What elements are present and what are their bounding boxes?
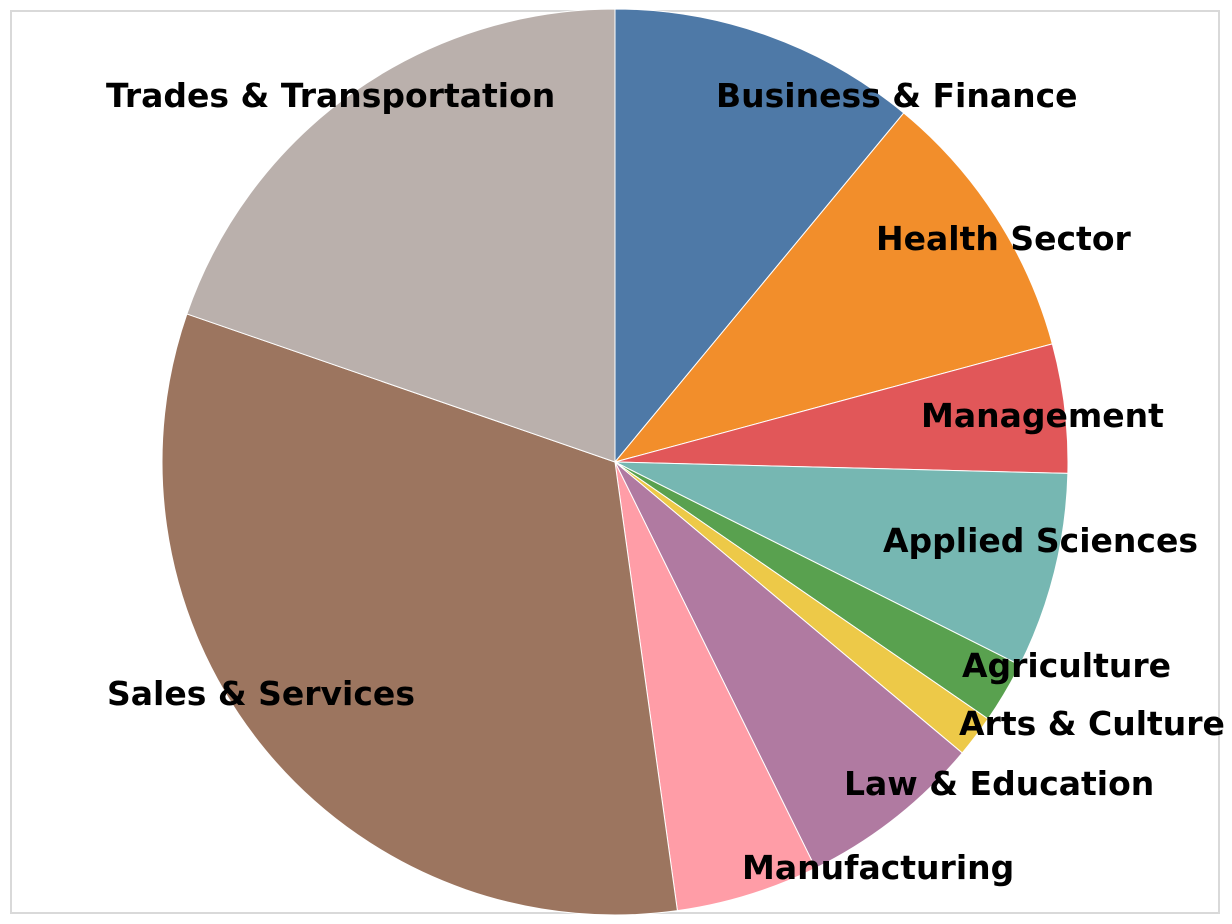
slice-sales-and-services bbox=[161, 313, 678, 916]
pie-labels: Business & Finance Health Sector Managemen… bbox=[106, 76, 1225, 887]
slice-applied-sciences bbox=[614, 461, 1069, 666]
label-health-sector: Health Sector bbox=[876, 219, 1131, 258]
slice-business-and-finance bbox=[614, 8, 905, 464]
slice-manufacturing bbox=[614, 461, 817, 912]
label-arts-and-culture: Arts & Culture bbox=[959, 704, 1225, 743]
slice-health-sector bbox=[613, 112, 1053, 463]
slice-trades-and-transportation bbox=[186, 8, 616, 463]
pie-slices bbox=[161, 8, 1069, 916]
label-management: Management bbox=[921, 396, 1164, 435]
label-law-and-education: Law & Education bbox=[844, 764, 1154, 803]
label-trades-and-transportation: Trades & Transportation bbox=[106, 76, 555, 115]
label-agriculture: Agriculture bbox=[962, 646, 1171, 685]
label-manufacturing: Manufacturing bbox=[742, 848, 1014, 887]
label-sales-and-services: Sales & Services bbox=[107, 674, 415, 713]
label-business-and-finance: Business & Finance bbox=[716, 76, 1078, 115]
label-applied-sciences: Applied Sciences bbox=[883, 521, 1198, 560]
slice-law-and-education bbox=[614, 461, 963, 869]
